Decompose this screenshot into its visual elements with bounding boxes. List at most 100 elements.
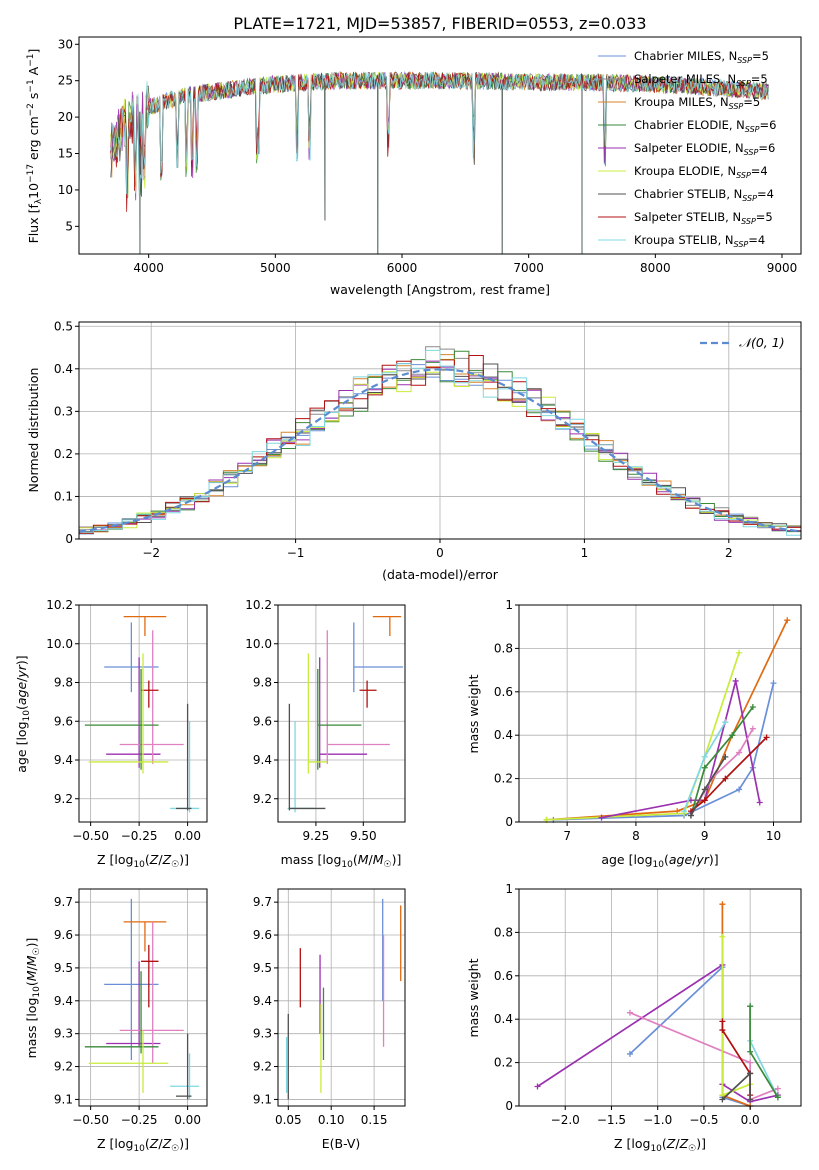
y-axis-label: mass [log10(M/M☉)] [24,938,42,1059]
x-tick-label: 0.15 [361,1113,388,1127]
data-point [123,615,167,636]
y-tick-label: 9.2 [54,792,73,806]
x-axis-label: Z [log10(Z/Z☉)] [614,1136,706,1154]
y-tick-label: 9.8 [253,676,272,690]
y-tick-label: 20 [58,110,73,124]
weight-series-4 [721,904,751,1107]
weight-series-4 [601,680,761,819]
data-point [170,1053,200,1100]
weight-marker [701,764,708,771]
y-tick-label: 9.4 [54,994,73,1008]
gaussian-curve [78,368,802,533]
y-tick-label: 0.6 [494,969,513,983]
panel-6: −0.50 −0.25 0.00 9.1 9.2 9.3 9.4 9.5 9.6 9.7 Z [lo… [24,888,208,1154]
y-tick-label: 0.4 [494,728,513,742]
x-tick-label: −2 [142,546,160,560]
x-axis-label: mass [log10(M/M☉)] [281,852,402,870]
data-point [141,944,159,1008]
y-tick-label: 9.2 [253,792,272,806]
y-axis-label: mass weight [466,674,481,753]
data-point [288,703,326,811]
data-point [84,668,159,770]
plot-area [285,898,402,1100]
y-tick-label: 9.3 [54,1027,73,1041]
y-tick-label: 9.3 [253,1027,272,1041]
weight-series-2 [629,965,751,1107]
histogram-series-2 [79,346,801,532]
x-tick-label: 0.00 [174,829,201,843]
y-tick-label: 0.2 [494,1056,513,1070]
weight-series-6 [721,1021,751,1096]
weight-marker [701,753,708,760]
y-axis-label: mass weight [466,958,481,1037]
data-point [175,1033,192,1100]
y-tick-label: 9.4 [253,753,272,767]
legend-label: Salpeter MILES, NSSP=5 [634,72,768,88]
data-point [106,657,161,768]
y-tick-label: 9.2 [253,1060,272,1074]
panel-4: 9.25 9.50 9.2 9.4 9.6 9.8 10.0 10.2 mass [log10(… [245,598,406,870]
y-tick-label: 0.3 [54,404,73,418]
legend-label: Kroupa MILES, NSSP=5 [634,95,760,111]
y-tick-label: 30 [58,37,73,51]
panel-5: 7 8 9 10 0 0.2 0.4 0.6 0.8 1 age [log10(age/yr)] ma… [466,598,802,870]
y-tick-label: 25 [58,74,73,88]
y-tick-label: 9.4 [253,994,272,1008]
y-tick-label: 5 [65,219,73,233]
figure-title: PLATE=1721, MJD=53857, FIBERID=0553, z=0… [233,14,646,33]
weight-marker [687,812,694,819]
y-tick-label: 0.8 [494,925,513,939]
y-tick-label: 9.6 [253,714,272,728]
data-point [88,653,169,774]
data-point [119,921,184,1064]
x-tick-label: 0.10 [318,1113,345,1127]
data-point [84,971,159,1054]
y-tick-label: 9.8 [54,676,73,690]
weight-marker [747,1059,754,1066]
weight-series-5 [721,936,751,1097]
y-tick-label: 0.1 [54,489,73,503]
x-tick-label: 8 [632,829,640,843]
weight-marker [729,732,736,739]
axes-frame [78,36,802,255]
weight-marker [774,1085,781,1092]
x-tick-label: 9000 [767,261,798,275]
axes-frame [518,604,802,823]
x-tick-label: 9 [701,829,709,843]
y-tick-label: 0.4 [54,362,73,376]
x-tick-label: 7000 [513,261,544,275]
weight-marker [747,1070,754,1077]
x-axis-label: age [log10(age/yr)] [601,852,718,870]
weight-marker [719,1027,726,1034]
x-tick-label: −0.25 [121,829,158,843]
x-tick-label: 6000 [387,261,418,275]
plot-area [84,898,200,1100]
weight-marker [770,680,777,687]
x-tick-label: 2 [725,546,733,560]
weight-marker [747,1048,754,1055]
weight-marker [722,719,729,726]
panel-8: −2.0 −1.5 −1.0 −0.5 0.0 0 0.2 0.4 0.6 0.8 1 Z [log1… [466,882,802,1154]
data-point [104,622,159,693]
y-tick-label: 9.5 [253,961,272,975]
weight-marker [736,749,743,756]
x-tick-label: 0 [436,546,444,560]
x-tick-label: 7 [563,829,571,843]
x-tick-label: 8000 [640,261,671,275]
y-tick-label: 9.1 [253,1092,272,1106]
data-point [359,680,377,708]
weight-marker [701,797,708,804]
y-tick-label: 0.2 [54,447,73,461]
y-tick-label: 0.2 [494,772,513,786]
y-tick-label: 0.8 [494,641,513,655]
weight-marker [719,1018,726,1025]
x-tick-label: −1 [287,546,305,560]
y-axis-label: age [log10(age/yr)] [14,655,32,772]
y-tick-label: 10.2 [46,598,73,612]
axes-frame [518,888,802,1107]
legend-label: Chabrier MILES, NSSP=5 [634,49,769,65]
weight-marker [719,901,726,908]
x-tick-label: 0.0 [741,1113,760,1127]
x-tick-label: 4000 [133,261,164,275]
weight-marker [747,1096,754,1103]
